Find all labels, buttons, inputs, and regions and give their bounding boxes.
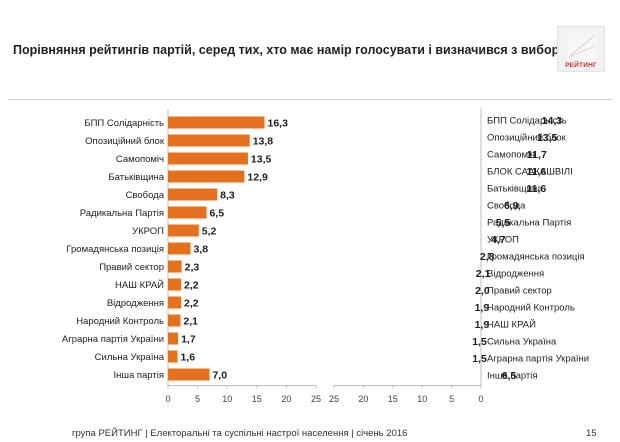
chart2-category-label: Громадянська позиція [487,252,585,263]
chart2-data-label: 6,9 [504,200,519,212]
chart1-category-label: НАШ КРАЙ [115,279,164,291]
chart1-tick-label: 10 [222,394,232,404]
chart1-category-label: Народний Контроль [76,316,164,327]
chart1-data-label: 2,2 [184,298,199,310]
chart1-bar [168,332,179,345]
chart2-category-label: БПП Солідарність [487,116,567,127]
chart2-tick-label: 5 [449,394,454,404]
chart1-bar [168,278,182,291]
chart2-data-label: 1,5 [472,336,487,348]
chart1-data-label: 2,2 [184,280,199,292]
chart2-category-label: Радикальна Партія [487,218,571,229]
chart1-category-label: Сильна Україна [95,352,165,363]
chart1-tick-label: 25 [311,394,321,404]
chart1-data-label: 2,1 [183,316,198,328]
chart2-category-label: Аграрна партія України [487,354,589,365]
chart1-tick-label: 5 [195,394,200,404]
chart1-data-label: 1,6 [180,352,195,364]
chart1-tick-label: 20 [281,394,291,404]
chart1-bar [168,350,178,363]
chart2-data-label: 2,1 [476,268,491,280]
chart1-bar [168,134,250,147]
chart1-bar [168,188,218,201]
chart1-bar [168,224,199,237]
chart1-data-label: 8,3 [220,190,235,202]
chart1-bar [168,152,248,165]
chart2-category-label: Інша партія [487,371,538,382]
chart1-bar [168,206,207,219]
chart2-data-label: 2,8 [480,251,495,263]
logo-mark-icon [567,33,597,59]
chart1-data-label: 2,3 [185,262,200,274]
chart1-bar [168,314,181,327]
chart1-tick-label: 0 [165,394,170,404]
chart1-tick-label: 15 [252,394,262,404]
chart2-category-label: Правий сектор [487,286,552,297]
chart1-bar [168,296,182,309]
chart2-data-label: 2,0 [475,285,490,297]
chart1-data-label: 16,3 [267,118,288,130]
chart2-category-label: БЛОК СААКАШВІЛІ [487,167,573,178]
chart2-data-label: 4,7 [491,234,506,246]
chart2-data-label: 11,7 [527,149,547,161]
chart1-category-label: УКРОП [132,226,164,237]
chart1-category-label: Самопоміч [116,154,164,165]
chart2-data-label: 1,5 [472,353,487,365]
chart2-category-label: Сильна Україна [487,337,557,348]
chart1-category-label: Опозиційний блок [85,136,165,147]
chart2-tick-label: 10 [417,394,427,404]
chart2-tick-label: 0 [478,394,483,404]
chart1-category-label: БПП Солідарність [84,118,164,129]
chart2-tick-label: 25 [329,394,339,404]
chart2-data-label: 11,6 [526,166,546,178]
chart1-data-label: 5,2 [202,226,217,238]
chart1-data-label: 7,0 [212,370,227,382]
chart1-bar [168,116,265,129]
page-title: Порівняння рейтингів партій, серед тих, … [13,43,576,57]
chart1-data-label: 12,9 [247,172,268,184]
divider-line [8,99,612,100]
chart1-bar [168,170,245,183]
chart2-category-label: Народний Контроль [487,303,575,314]
chart2-category-label: Відродження [487,269,544,280]
chart1-category-label: Батьківщина [108,172,164,183]
chart1-category-label: Відродження [107,298,164,309]
page-number: 15 [586,428,597,439]
chart2-category-label: Самопоміч [487,150,535,161]
chart2-tick-label: 20 [358,394,368,404]
chart2-category-label: УКРОП [487,235,519,246]
chart2-data-label: 5,5 [496,217,511,229]
chart1-category-label: Громадянська позиція [66,244,164,255]
chart1-category-label: Радикальна Партія [80,208,164,219]
chart2-data-label: 11,6 [526,183,546,195]
chart2-data-label: 6,5 [502,370,517,382]
chart1-data-label: 13,5 [251,154,272,166]
chart2-data-label: 14,3 [542,115,563,127]
rating-logo: РЕЙТИНГ [557,26,605,72]
logo-text: РЕЙТИНГ [565,62,597,69]
chart1-category-label: Інша партія [113,370,164,381]
chart2-data-label: 1,9 [475,302,490,314]
chart1-data-label: 3,8 [193,244,208,256]
chart1-bar [168,260,182,273]
chart2-category-label: Опозиційний блок [487,133,567,144]
chart2-category-label: Батьківщина [487,184,543,195]
chart1-data-label: 1,7 [181,334,196,346]
chart1-category-label: Аграрна партія України [62,334,164,345]
chart2-data-label: 1,9 [475,319,490,331]
chart2-category-label: НАШ КРАЙ [487,319,536,331]
chart2-category-label: Свобода [487,201,526,212]
chart2-data-label: 13,5 [537,132,558,144]
chart1-category-label: Свобода [126,190,165,201]
chart1-data-label: 6,5 [209,208,224,220]
chart1-data-label: 13,8 [253,136,274,148]
chart1-bar [168,368,210,381]
chart1-category-label: Правий сектор [99,262,164,273]
footer-text: група РЕЙТИНГ | Електоральні та суспільн… [72,428,408,439]
chart1-bar [168,242,191,255]
chart2-tick-label: 15 [388,394,398,404]
